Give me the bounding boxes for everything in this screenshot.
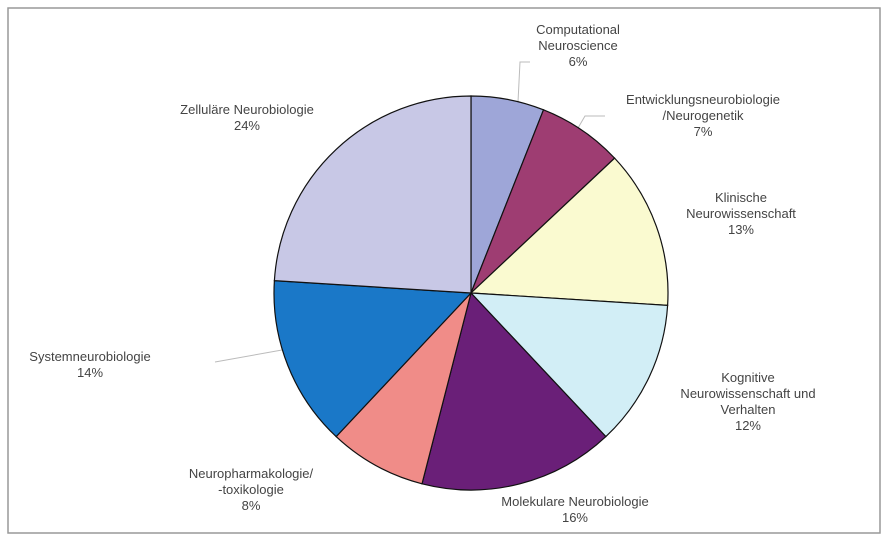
category-label: Klinische Neurowissenschaft xyxy=(686,190,796,221)
category-label: Neuropharmakologie/ -toxikologie xyxy=(188,466,314,497)
value-label: 24% xyxy=(233,118,261,133)
category-label: Entwicklungsneurobiologie /Neurogenetik xyxy=(626,92,780,123)
value-label: 12% xyxy=(734,418,762,433)
category-label: Molekulare Neurobiologie xyxy=(501,494,649,509)
slice xyxy=(421,291,607,491)
slice-label: Computational Neuroscience 6% xyxy=(536,22,620,70)
slice-label: Neuropharmakologie/ -toxikologie 8% xyxy=(189,466,313,514)
value-label: 13% xyxy=(727,222,755,237)
slice xyxy=(469,157,669,307)
pie xyxy=(273,95,669,491)
frame xyxy=(7,7,881,534)
slice-label: Zelluläre Neurobiologie 24% xyxy=(180,102,314,134)
category-label: Systemneurobiologie xyxy=(29,349,151,364)
slice xyxy=(469,292,669,438)
leader-lines xyxy=(214,61,605,363)
slice xyxy=(273,95,472,294)
leader-line xyxy=(577,115,605,129)
category-label: Computational Neuroscience xyxy=(536,22,620,53)
slice-label: Kognitive Neurowissenschaft und Verhalte… xyxy=(680,370,815,434)
slice xyxy=(335,292,472,485)
slice xyxy=(273,279,473,438)
value-label: 6% xyxy=(568,54,588,69)
leader-line xyxy=(214,349,283,363)
slice-label: Systemneurobiologie 14% xyxy=(29,349,150,381)
leader-line xyxy=(517,61,530,103)
slice-label: Entwicklungsneurobiologie /Neurogenetik 7… xyxy=(626,92,780,140)
value-label: 7% xyxy=(693,124,713,139)
slice-label: Molekulare Neurobiologie 16% xyxy=(501,494,648,526)
value-label: 8% xyxy=(241,498,261,513)
value-label: 14% xyxy=(76,365,104,380)
value-label: 16% xyxy=(561,510,589,525)
category-label: Zelluläre Neurobiologie xyxy=(180,102,314,117)
slice-label: Klinische Neurowissenschaft 13% xyxy=(686,190,796,238)
category-label: Kognitive Neurowissenschaft und Verhalte… xyxy=(680,370,816,417)
